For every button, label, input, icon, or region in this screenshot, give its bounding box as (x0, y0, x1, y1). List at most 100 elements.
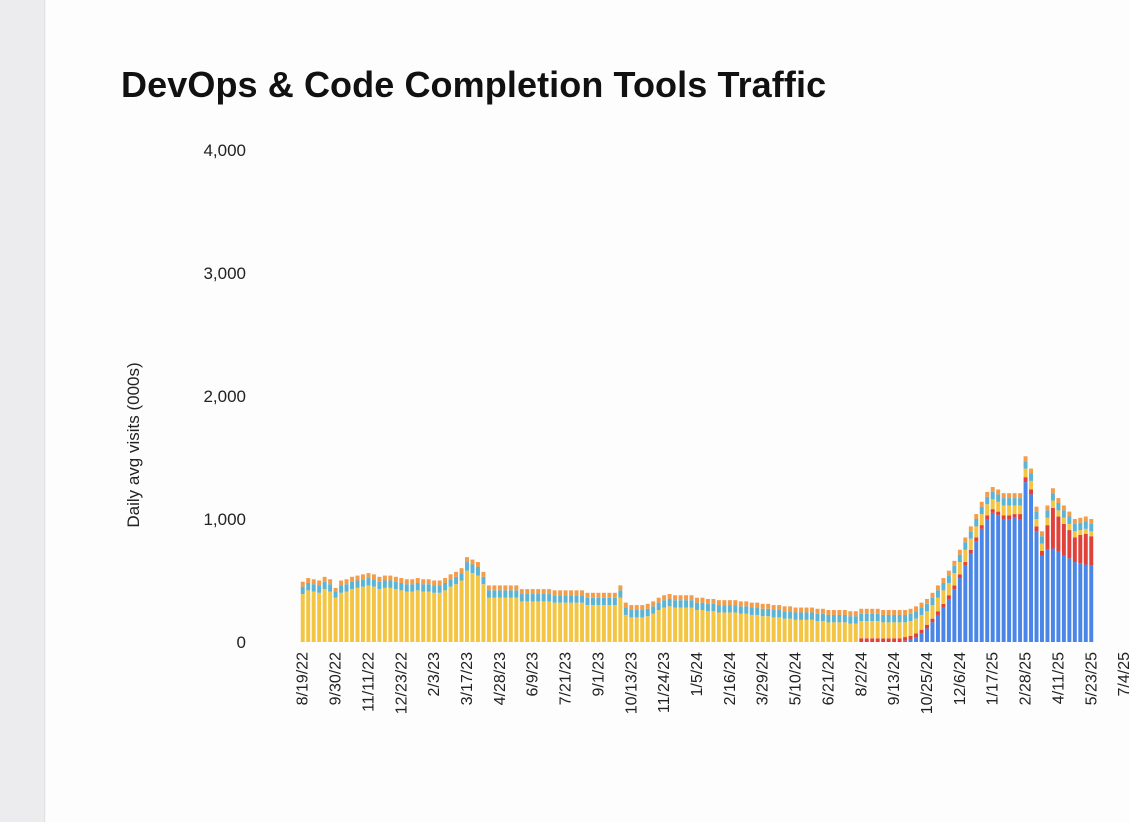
bar-segment (673, 607, 678, 642)
bar-segment (322, 576, 327, 582)
bar-segment (339, 580, 344, 586)
bar-segment (541, 601, 546, 642)
bar-segment (695, 597, 699, 603)
bar-segment (919, 629, 924, 634)
bar-segment (1007, 498, 1012, 506)
bar-segment (1083, 521, 1088, 529)
bar-segment (497, 597, 502, 642)
bar-segment (925, 598, 929, 604)
bar-segment (930, 605, 935, 619)
bar-segment (393, 589, 398, 642)
bar-segment (1050, 507, 1055, 549)
bar-segment (552, 590, 557, 596)
bar-segment (300, 581, 305, 587)
bar-segment (590, 592, 595, 598)
x-tick-label: 9/1/23 (590, 652, 607, 697)
bar-segment (952, 565, 957, 574)
x-tick-label: 12/23/22 (393, 652, 410, 714)
bar-segment (733, 600, 738, 606)
bar-segment (946, 595, 951, 599)
bar-segment (382, 587, 387, 642)
bar-segment (618, 585, 623, 591)
bar-segment (339, 585, 344, 593)
bar-segment (749, 607, 754, 615)
bar-segment (1061, 505, 1066, 511)
bar-segment (486, 585, 491, 591)
bar-segment (941, 582, 946, 591)
bar-segment (815, 608, 820, 614)
bar-segment (689, 600, 694, 608)
bar-segment (634, 610, 639, 618)
bar-segment (744, 606, 749, 614)
bar-segment (722, 612, 727, 642)
bar-segment (826, 614, 831, 623)
bar-segment (1012, 505, 1017, 515)
bar-segment (974, 537, 979, 542)
bar-segment (760, 603, 765, 609)
bar-segment (727, 612, 732, 642)
bar-segment (618, 590, 623, 598)
bar-segment (935, 597, 940, 612)
bar-segment (514, 597, 519, 642)
bar-segment (1012, 517, 1017, 642)
bar-segment (892, 638, 897, 642)
bar-segment (930, 618, 935, 623)
bar-segment (1023, 477, 1028, 483)
bar-segment (985, 491, 990, 497)
bar-segment (903, 614, 908, 623)
bar-segment (662, 607, 667, 642)
bar-segment (1029, 480, 1033, 490)
bar-segment (985, 504, 990, 516)
bar-segment (711, 611, 716, 642)
bar-segment (957, 574, 962, 579)
bar-segment (963, 562, 968, 566)
bar-segment (908, 621, 913, 636)
bar-segment (820, 613, 825, 622)
bar-segment (508, 585, 513, 591)
bar-segment (996, 501, 1001, 512)
bar-segment (459, 573, 464, 581)
bar-segment (711, 603, 716, 612)
bar-segment (497, 585, 502, 591)
bar-segment (749, 602, 754, 608)
bar-segment (1029, 489, 1033, 495)
bar-segment (306, 582, 311, 591)
bar-segment (804, 619, 809, 642)
bar-segment (755, 602, 760, 608)
bar-segment (979, 514, 984, 526)
bar-segment (371, 574, 376, 580)
bar-segment (1061, 555, 1066, 642)
bar-segment (733, 605, 738, 613)
bar-segment (486, 597, 491, 642)
bar-segment (1007, 493, 1012, 499)
bar-segment (1078, 517, 1083, 523)
bar-segment (875, 638, 880, 642)
bar-segment (946, 582, 951, 596)
bar-segment (1045, 517, 1050, 526)
bar-segment (1089, 523, 1094, 532)
bar-segment (738, 606, 743, 614)
x-tick-label: 1/17/25 (985, 652, 1002, 705)
y-tick-label: 4,000 (203, 141, 246, 160)
bar-segment (1029, 473, 1033, 481)
bar-segment (459, 580, 464, 642)
bar-segment (607, 597, 612, 606)
x-tick-label: 6/21/24 (820, 652, 837, 705)
bar-segment (306, 590, 311, 642)
bar-segment (1061, 517, 1066, 524)
bar-segment (826, 622, 831, 642)
bar-segment (1001, 515, 1006, 519)
bar-segment (925, 611, 929, 625)
bar-segment (903, 610, 908, 615)
bar-segment (744, 613, 749, 642)
bar-segment (957, 562, 962, 575)
bar-segment (1018, 519, 1023, 642)
x-tick-label: 3/29/24 (755, 652, 772, 705)
bar-segment (941, 603, 946, 608)
bar-segment (656, 597, 661, 603)
bar-segment (328, 584, 333, 592)
bars-group (300, 456, 1094, 642)
bar-segment (366, 585, 371, 642)
bar-segment (793, 619, 798, 642)
bar-segment (1007, 505, 1012, 516)
